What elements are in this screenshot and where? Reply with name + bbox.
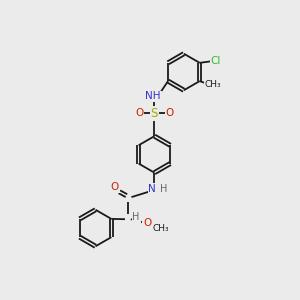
Text: Cl: Cl [211, 56, 221, 66]
Text: N: N [148, 184, 156, 194]
Text: O: O [135, 108, 143, 118]
Text: S: S [151, 107, 158, 120]
Text: H: H [133, 212, 140, 222]
Text: CH₃: CH₃ [205, 80, 221, 89]
Text: O: O [166, 108, 174, 118]
Text: O: O [143, 218, 152, 228]
Text: O: O [111, 182, 119, 192]
Text: CH₃: CH₃ [153, 224, 169, 232]
Text: H: H [160, 184, 167, 194]
Text: NH: NH [145, 92, 161, 101]
